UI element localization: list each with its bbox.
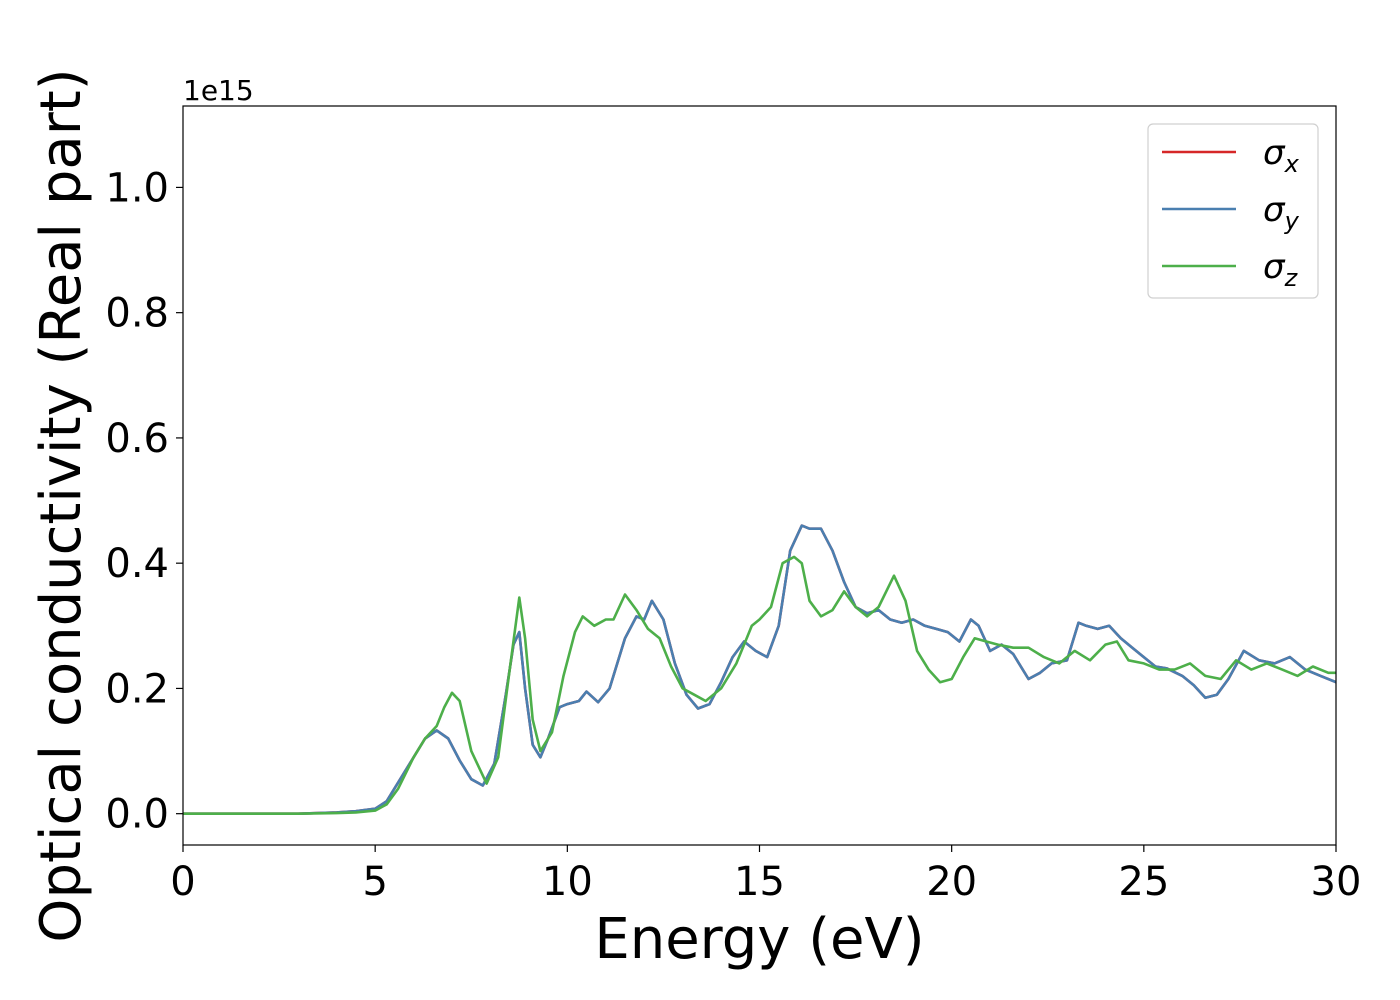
series-line-z (183, 555, 1336, 815)
legend-subscript: y (1284, 207, 1300, 235)
legend-symbol: σ (1263, 190, 1286, 230)
series-layer (183, 524, 1336, 815)
legend-label-x: σx (1263, 133, 1300, 178)
y-tick-label: 0.2 (105, 666, 169, 712)
legend-symbol: σ (1263, 133, 1286, 173)
legend-subscript: x (1284, 150, 1300, 178)
x-axis: 0 5 10 15 20 25 30 (170, 845, 1361, 905)
x-tick-label: 0 (170, 859, 195, 905)
y-axis: 0.0 0.2 0.4 0.6 0.8 1.0 (105, 165, 183, 838)
y-offset-text: 1e15 (183, 74, 254, 107)
legend-label-y: σy (1263, 190, 1300, 235)
y-axis-title: Optical conductivity (Real part) (29, 68, 94, 942)
series-line-y (183, 524, 1336, 815)
y-tick-label: 0.4 (105, 541, 169, 587)
y-tick-label: 0.0 (105, 792, 169, 838)
legend-symbol: σ (1263, 247, 1286, 287)
x-tick-label: 10 (542, 859, 593, 905)
y-tick-label: 0.8 (105, 291, 169, 337)
x-tick-label: 15 (734, 859, 785, 905)
x-axis-title: Energy (eV) (594, 907, 924, 972)
legend-label-z: σz (1263, 247, 1299, 292)
x-tick-label: 20 (926, 859, 977, 905)
y-tick-label: 0.6 (105, 416, 169, 462)
legend-box (1147, 123, 1319, 299)
x-tick-label: 30 (1311, 859, 1362, 905)
y-tick-label: 1.0 (105, 165, 169, 211)
x-tick-label: 5 (362, 859, 387, 905)
x-tick-label: 25 (1118, 859, 1169, 905)
legend-subscript: z (1284, 264, 1299, 292)
